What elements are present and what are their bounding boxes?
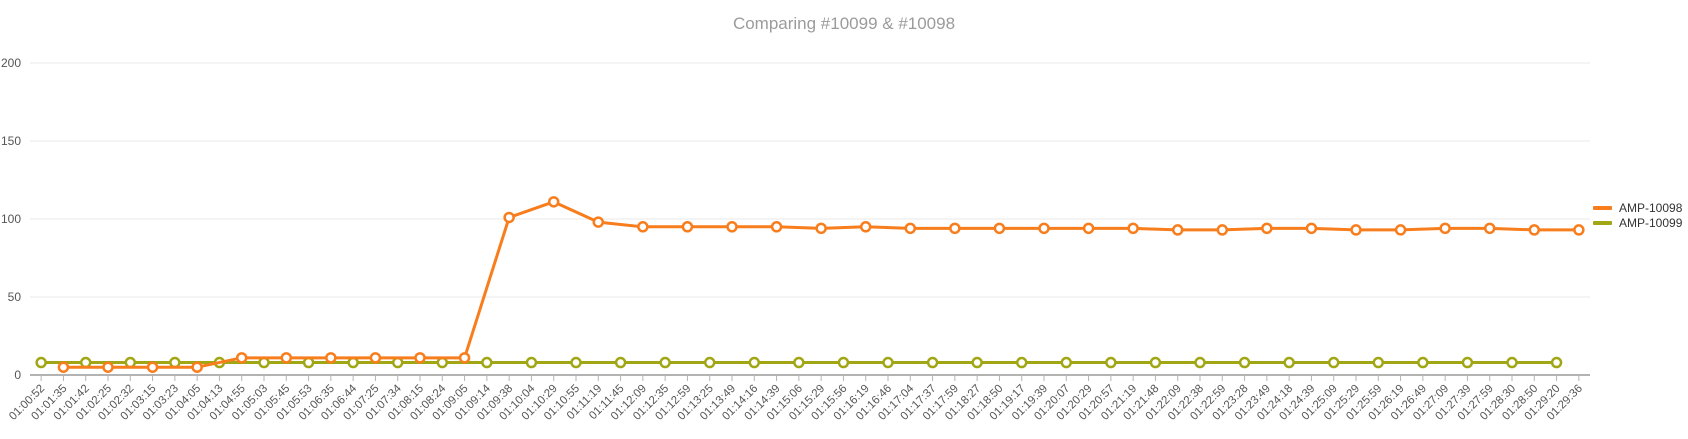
data-point-marker bbox=[815, 222, 827, 235]
data-point-marker bbox=[1372, 356, 1385, 369]
data-point-marker bbox=[1439, 222, 1451, 235]
data-point-marker bbox=[436, 356, 449, 369]
data-point-marker bbox=[1506, 356, 1518, 369]
data-point-marker bbox=[703, 356, 716, 369]
data-point-marker bbox=[1261, 222, 1273, 235]
data-point-marker bbox=[659, 356, 671, 369]
data-point-marker bbox=[949, 222, 961, 235]
data-point-marker bbox=[102, 361, 114, 373]
data-point-marker bbox=[882, 356, 894, 369]
data-point-marker bbox=[1417, 356, 1429, 369]
data-point-marker bbox=[1305, 222, 1318, 235]
data-point-marker bbox=[124, 356, 137, 369]
data-point-marker bbox=[414, 352, 426, 364]
data-point-marker bbox=[1127, 222, 1139, 235]
data-point-marker bbox=[1238, 356, 1251, 369]
data-point-marker bbox=[35, 356, 47, 369]
data-point-marker bbox=[1060, 356, 1073, 369]
legend-label: AMP-10099 bbox=[1619, 215, 1683, 230]
data-point-marker bbox=[57, 361, 70, 373]
data-point-marker bbox=[726, 221, 738, 233]
data-point-marker bbox=[1394, 224, 1407, 236]
data-point-marker bbox=[79, 356, 92, 369]
legend: AMP-10098 AMP-10099 bbox=[1593, 200, 1683, 230]
data-point-marker bbox=[347, 356, 359, 369]
data-point-marker bbox=[614, 356, 627, 369]
data-point-marker bbox=[1327, 356, 1340, 369]
legend-color-dash bbox=[1593, 205, 1612, 210]
data-point-marker bbox=[481, 356, 493, 369]
data-point-marker bbox=[169, 356, 181, 369]
y-axis-tick-label: 50 bbox=[8, 290, 22, 304]
data-point-marker bbox=[1528, 224, 1541, 236]
data-point-marker bbox=[748, 356, 761, 369]
data-point-marker bbox=[1350, 224, 1362, 236]
y-axis-tick-label: 150 bbox=[1, 134, 21, 148]
data-point-marker bbox=[793, 356, 805, 369]
data-point-marker bbox=[971, 356, 983, 369]
data-point-marker bbox=[570, 356, 582, 369]
legend-item-amp-10098[interactable]: AMP-10098 bbox=[1593, 200, 1683, 215]
data-point-marker bbox=[503, 211, 515, 224]
data-point-marker bbox=[391, 356, 404, 369]
legend-item-amp-10099[interactable]: AMP-10099 bbox=[1593, 215, 1683, 230]
data-point-marker bbox=[1038, 222, 1050, 235]
data-point-marker bbox=[325, 352, 337, 364]
data-point-marker bbox=[302, 356, 315, 369]
data-point-marker bbox=[1216, 224, 1229, 236]
data-point-marker bbox=[993, 222, 1006, 235]
data-point-marker bbox=[1015, 356, 1028, 369]
data-point-marker bbox=[859, 221, 872, 233]
data-point-marker bbox=[1171, 224, 1184, 236]
data-point-marker bbox=[770, 221, 783, 233]
data-point-marker bbox=[926, 356, 939, 369]
legend-label: AMP-10098 bbox=[1619, 200, 1683, 215]
data-point-marker bbox=[1550, 356, 1563, 369]
data-point-marker bbox=[235, 352, 248, 364]
chart-title: Comparing #10099 & #10098 bbox=[732, 14, 956, 33]
data-point-marker bbox=[1461, 356, 1474, 369]
data-point-marker bbox=[146, 361, 159, 373]
data-point-marker bbox=[1194, 356, 1206, 369]
data-point-marker bbox=[369, 352, 382, 364]
data-point-marker bbox=[837, 356, 850, 369]
y-axis-tick-label: 100 bbox=[1, 212, 21, 226]
data-point-marker bbox=[904, 222, 917, 235]
y-axis-tick-label: 0 bbox=[14, 368, 21, 382]
data-point-marker bbox=[258, 356, 270, 369]
data-point-marker bbox=[1149, 356, 1162, 369]
data-point-marker bbox=[637, 221, 649, 233]
data-point-marker bbox=[191, 361, 203, 373]
data-point-marker bbox=[525, 356, 538, 369]
data-point-marker bbox=[592, 216, 605, 228]
data-point-marker bbox=[1573, 224, 1585, 236]
data-point-marker bbox=[280, 352, 293, 364]
data-point-marker bbox=[1082, 222, 1095, 235]
data-point-marker bbox=[1483, 222, 1496, 235]
y-axis-tick-label: 200 bbox=[1, 56, 21, 70]
data-point-marker bbox=[1283, 356, 1295, 369]
data-point-marker bbox=[547, 196, 560, 208]
data-point-marker bbox=[681, 221, 694, 233]
legend-color-dash bbox=[1593, 220, 1612, 225]
data-point-marker bbox=[1105, 356, 1117, 369]
data-point-marker bbox=[458, 352, 471, 364]
